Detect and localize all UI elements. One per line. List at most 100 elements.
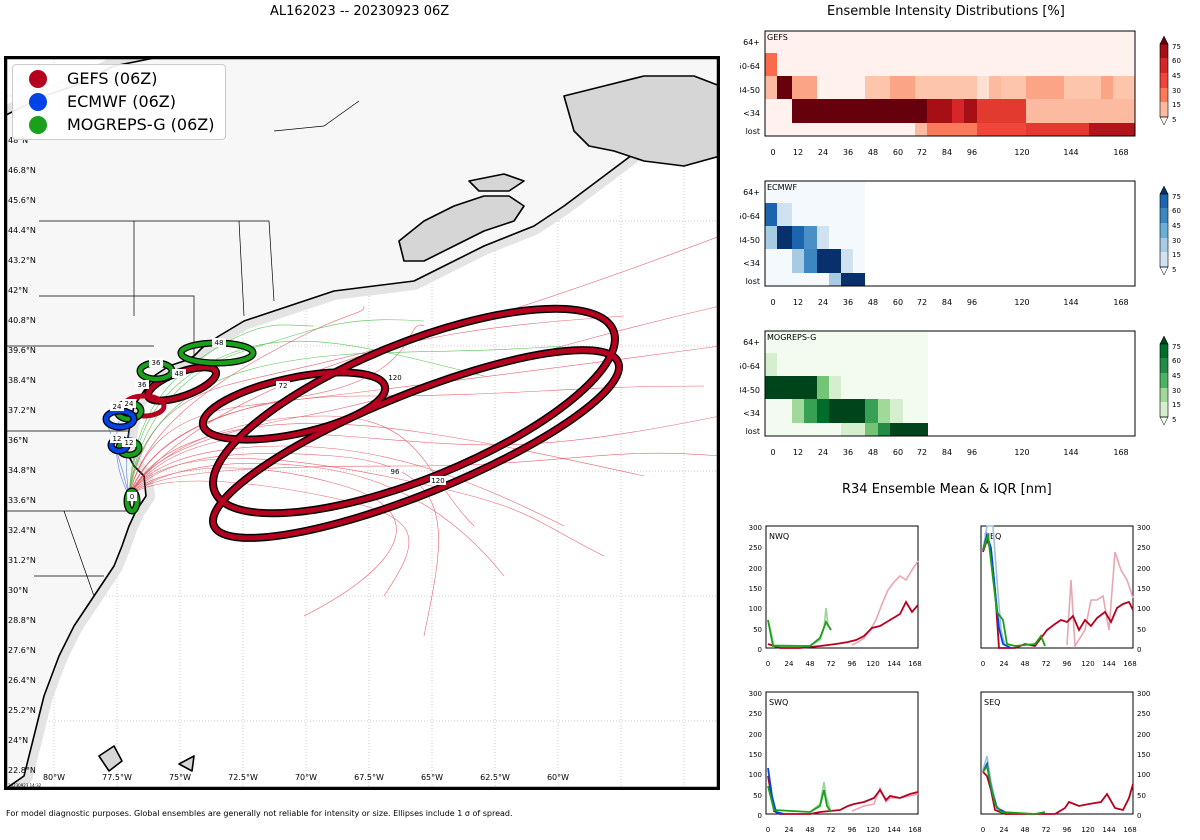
svg-text:100: 100 — [1137, 605, 1150, 613]
svg-text:144: 144 — [887, 826, 901, 834]
svg-text:0: 0 — [766, 826, 770, 834]
svg-text:168: 168 — [908, 826, 921, 834]
svg-text:40.8°N: 40.8°N — [8, 316, 36, 325]
svg-text:28.8°N: 28.8°N — [8, 616, 36, 625]
svg-text:168: 168 — [908, 660, 921, 668]
svg-text:0: 0 — [1137, 812, 1141, 820]
svg-text:150: 150 — [1137, 751, 1150, 759]
label-m36: 36 — [152, 359, 161, 367]
svg-text:75: 75 — [1172, 43, 1181, 51]
svg-text:12: 12 — [793, 448, 803, 457]
svg-text:24: 24 — [818, 298, 828, 307]
svg-text:200: 200 — [1137, 731, 1150, 739]
svg-text:24: 24 — [818, 148, 828, 157]
heatmap-ecmwf: 64+ 50-64 34-50 <34 lost ECMWF 0 12 24 3… — [740, 180, 1181, 307]
svg-text:45: 45 — [1172, 72, 1181, 80]
label-g96: 96 — [391, 468, 400, 476]
track-map: 120 120 72 96 48 36 36 48 24 24 12 12 0 — [4, 56, 720, 790]
svg-text:67.5°W: 67.5°W — [354, 773, 384, 782]
ellipse-labels: 120 120 72 96 48 36 36 48 24 24 12 12 0 — [110, 338, 446, 501]
heatmap-gefs-label: GEFS — [767, 33, 788, 42]
svg-text:72: 72 — [917, 298, 927, 307]
label-m12: 12 — [125, 439, 134, 447]
svg-text:5: 5 — [1172, 416, 1176, 424]
svg-text:44.4°N: 44.4°N — [8, 226, 36, 235]
svg-text:84: 84 — [942, 148, 952, 157]
svg-text:5: 5 — [1172, 116, 1176, 124]
heatmap-mogreps: 64+ 50-64 34-50 <34 lost MOGREPS-G 0 12 … — [740, 330, 1181, 457]
legend-mogreps-label: MOGREPS-G (06Z) — [67, 115, 215, 134]
svg-text:37.2°N: 37.2°N — [8, 406, 36, 415]
svg-text:75: 75 — [1172, 193, 1181, 201]
map-timestamp: 20230923 14:32 — [8, 783, 42, 788]
svg-text:300: 300 — [749, 524, 762, 532]
svg-text:0: 0 — [766, 660, 770, 668]
legend-mogreps-marker — [29, 115, 47, 134]
svg-text:72: 72 — [1042, 660, 1051, 668]
svg-text:39.6°N: 39.6°N — [8, 346, 36, 355]
svg-text:30: 30 — [1172, 87, 1181, 95]
svg-text:60: 60 — [1172, 357, 1181, 365]
svg-text:300: 300 — [1137, 690, 1150, 698]
legend-gefs-marker — [29, 69, 47, 88]
svg-text:144: 144 — [1063, 148, 1078, 157]
svg-text:62.5°W: 62.5°W — [480, 773, 510, 782]
svg-text:34-50: 34-50 — [740, 236, 760, 245]
svg-text:120: 120 — [1081, 660, 1094, 668]
svg-text:300: 300 — [1137, 524, 1150, 532]
svg-text:168: 168 — [1113, 148, 1128, 157]
svg-text:24: 24 — [785, 826, 794, 834]
svg-text:120: 120 — [1014, 448, 1029, 457]
svg-text:120: 120 — [1014, 148, 1029, 157]
svg-text:34.8°N: 34.8°N — [8, 466, 36, 475]
svg-text:25.2°N: 25.2°N — [8, 706, 36, 715]
svg-text:24: 24 — [1000, 826, 1009, 834]
svg-text:32.4°N: 32.4°N — [8, 526, 36, 535]
svg-text:48°N: 48°N — [8, 136, 28, 145]
r34-title: R34 Ensemble Mean & IQR [nm] — [842, 482, 1052, 497]
svg-text:64+: 64+ — [743, 38, 760, 47]
label-e24: 24 — [113, 403, 122, 411]
footer-note: For model diagnostic purposes. Global en… — [6, 809, 513, 818]
svg-text:15: 15 — [1172, 101, 1181, 109]
label-g48: 48 — [175, 370, 184, 378]
svg-text:96: 96 — [848, 660, 857, 668]
r34-swq-label: SWQ — [769, 698, 788, 707]
r34-seq: SEQ 300 250 200 150 100 50 0 0 24 48 72 … — [980, 690, 1150, 834]
svg-text:0: 0 — [758, 646, 762, 654]
svg-text:36°N: 36°N — [8, 436, 28, 445]
svg-text:50: 50 — [1137, 626, 1146, 634]
svg-text:48: 48 — [806, 826, 815, 834]
svg-text:24: 24 — [818, 448, 828, 457]
heatmap-gefs: 64+ 50-64 34-50 <34 lost GEFS 0 12 24 36… — [740, 30, 1181, 157]
svg-text:lost: lost — [746, 277, 760, 286]
legend-ecmwf-label: ECMWF (06Z) — [67, 92, 176, 111]
heatmap-ecmwf-xticks: 0 12 24 36 48 60 72 84 96 120 144 168 — [770, 298, 1128, 307]
svg-text:50-64: 50-64 — [740, 212, 760, 221]
svg-text:31.2°N: 31.2°N — [8, 556, 36, 565]
svg-text:<34: <34 — [743, 259, 760, 268]
svg-text:36: 36 — [843, 448, 853, 457]
svg-text:60: 60 — [1172, 207, 1181, 215]
svg-text:60: 60 — [893, 448, 903, 457]
svg-text:96: 96 — [967, 298, 977, 307]
svg-text:lost: lost — [746, 127, 760, 136]
svg-text:42°N: 42°N — [8, 286, 28, 295]
svg-text:75°W: 75°W — [169, 773, 191, 782]
svg-text:168: 168 — [1113, 298, 1128, 307]
svg-text:60: 60 — [893, 298, 903, 307]
svg-text:72: 72 — [1042, 826, 1051, 834]
svg-text:<34: <34 — [743, 109, 760, 118]
svg-text:96: 96 — [848, 826, 857, 834]
svg-text:250: 250 — [1137, 710, 1150, 718]
svg-text:50: 50 — [753, 626, 762, 634]
r34-nwq-label: NWQ — [769, 532, 789, 541]
heatmap-mogreps-label: MOGREPS-G — [767, 333, 816, 342]
r34-neq: NEQ 300 250 200 150 100 50 0 0 24 48 72 … — [980, 524, 1150, 668]
svg-text:24: 24 — [785, 660, 794, 668]
svg-text:72.5°W: 72.5°W — [228, 773, 258, 782]
map-legend: GEFS (06Z) ECMWF (06Z) MOGREPS-G (06Z) — [12, 64, 226, 140]
svg-text:48: 48 — [1021, 826, 1030, 834]
svg-text:34-50: 34-50 — [740, 86, 760, 95]
svg-text:0: 0 — [1137, 646, 1141, 654]
